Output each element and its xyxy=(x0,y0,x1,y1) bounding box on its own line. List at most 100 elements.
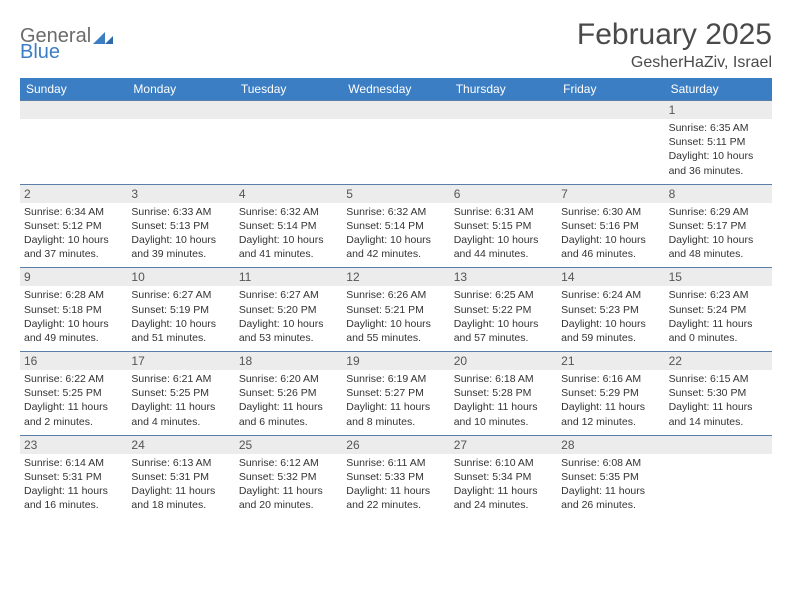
dow-label: Wednesday xyxy=(342,78,449,100)
day-number-cell xyxy=(20,100,127,119)
logo: General Blue xyxy=(20,26,115,62)
daylight-line: Daylight: 11 hours and 16 minutes. xyxy=(24,484,123,512)
day-number-cell: 28 xyxy=(557,435,664,454)
sunset-line: Sunset: 5:20 PM xyxy=(239,303,338,317)
daylight-line: Daylight: 11 hours and 0 minutes. xyxy=(669,317,768,345)
daylight-line: Daylight: 10 hours and 42 minutes. xyxy=(346,233,445,261)
sunrise-line: Sunrise: 6:29 AM xyxy=(669,205,768,219)
week-daynum-row: 16171819202122 xyxy=(20,351,772,370)
day-data-cell: Sunrise: 6:27 AMSunset: 5:19 PMDaylight:… xyxy=(127,286,234,351)
day-data-cell: Sunrise: 6:18 AMSunset: 5:28 PMDaylight:… xyxy=(450,370,557,435)
daylight-line: Daylight: 10 hours and 41 minutes. xyxy=(239,233,338,261)
sunrise-line: Sunrise: 6:11 AM xyxy=(346,456,445,470)
header: General Blue February 2025 GesherHaZiv, … xyxy=(20,18,772,72)
sunrise-line: Sunrise: 6:34 AM xyxy=(24,205,123,219)
day-number-cell: 10 xyxy=(127,267,234,286)
day-number-cell: 26 xyxy=(342,435,449,454)
day-number-cell: 8 xyxy=(665,184,772,203)
sunset-line: Sunset: 5:31 PM xyxy=(24,470,123,484)
week-data-row: Sunrise: 6:22 AMSunset: 5:25 PMDaylight:… xyxy=(20,370,772,435)
day-data-cell: Sunrise: 6:24 AMSunset: 5:23 PMDaylight:… xyxy=(557,286,664,351)
day-number-cell: 15 xyxy=(665,267,772,286)
day-number-cell: 22 xyxy=(665,351,772,370)
sunset-line: Sunset: 5:29 PM xyxy=(561,386,660,400)
daylight-line: Daylight: 11 hours and 4 minutes. xyxy=(131,400,230,428)
daylight-line: Daylight: 10 hours and 49 minutes. xyxy=(24,317,123,345)
sunset-line: Sunset: 5:22 PM xyxy=(454,303,553,317)
day-number-cell: 2 xyxy=(20,184,127,203)
sunset-line: Sunset: 5:26 PM xyxy=(239,386,338,400)
day-number-cell: 20 xyxy=(450,351,557,370)
sunrise-line: Sunrise: 6:30 AM xyxy=(561,205,660,219)
day-data-cell: Sunrise: 6:22 AMSunset: 5:25 PMDaylight:… xyxy=(20,370,127,435)
day-data-cell: Sunrise: 6:25 AMSunset: 5:22 PMDaylight:… xyxy=(450,286,557,351)
day-data-cell xyxy=(450,119,557,184)
sunrise-line: Sunrise: 6:27 AM xyxy=(131,288,230,302)
day-data-cell: Sunrise: 6:32 AMSunset: 5:14 PMDaylight:… xyxy=(235,203,342,268)
daylight-line: Daylight: 11 hours and 20 minutes. xyxy=(239,484,338,512)
day-number-cell: 23 xyxy=(20,435,127,454)
daylight-line: Daylight: 11 hours and 24 minutes. xyxy=(454,484,553,512)
day-data-cell: Sunrise: 6:26 AMSunset: 5:21 PMDaylight:… xyxy=(342,286,449,351)
sunrise-line: Sunrise: 6:22 AM xyxy=(24,372,123,386)
week-daynum-row: 232425262728 xyxy=(20,435,772,454)
sunrise-line: Sunrise: 6:21 AM xyxy=(131,372,230,386)
day-number-cell xyxy=(342,100,449,119)
day-data-cell: Sunrise: 6:23 AMSunset: 5:24 PMDaylight:… xyxy=(665,286,772,351)
day-data-cell: Sunrise: 6:28 AMSunset: 5:18 PMDaylight:… xyxy=(20,286,127,351)
sunset-line: Sunset: 5:25 PM xyxy=(131,386,230,400)
sunrise-line: Sunrise: 6:25 AM xyxy=(454,288,553,302)
month-title: February 2025 xyxy=(577,18,772,52)
sunrise-line: Sunrise: 6:35 AM xyxy=(669,121,768,135)
day-number-cell xyxy=(235,100,342,119)
daylight-line: Daylight: 11 hours and 6 minutes. xyxy=(239,400,338,428)
day-data-cell: Sunrise: 6:29 AMSunset: 5:17 PMDaylight:… xyxy=(665,203,772,268)
sunset-line: Sunset: 5:14 PM xyxy=(346,219,445,233)
day-data-cell: Sunrise: 6:21 AMSunset: 5:25 PMDaylight:… xyxy=(127,370,234,435)
sunrise-line: Sunrise: 6:31 AM xyxy=(454,205,553,219)
sunset-line: Sunset: 5:23 PM xyxy=(561,303,660,317)
day-of-week-header: SundayMondayTuesdayWednesdayThursdayFrid… xyxy=(20,78,772,100)
daylight-line: Daylight: 10 hours and 51 minutes. xyxy=(131,317,230,345)
day-data-cell: Sunrise: 6:30 AMSunset: 5:16 PMDaylight:… xyxy=(557,203,664,268)
day-data-cell: Sunrise: 6:08 AMSunset: 5:35 PMDaylight:… xyxy=(557,454,664,519)
dow-label: Friday xyxy=(557,78,664,100)
daylight-line: Daylight: 10 hours and 53 minutes. xyxy=(239,317,338,345)
day-number-cell xyxy=(127,100,234,119)
calendar-body: 1Sunrise: 6:35 AMSunset: 5:11 PMDaylight… xyxy=(20,100,772,518)
day-number-cell: 24 xyxy=(127,435,234,454)
daylight-line: Daylight: 10 hours and 59 minutes. xyxy=(561,317,660,345)
day-number-cell: 14 xyxy=(557,267,664,286)
daylight-line: Daylight: 11 hours and 2 minutes. xyxy=(24,400,123,428)
week-daynum-row: 1 xyxy=(20,100,772,119)
sunrise-line: Sunrise: 6:18 AM xyxy=(454,372,553,386)
day-data-cell: Sunrise: 6:12 AMSunset: 5:32 PMDaylight:… xyxy=(235,454,342,519)
day-data-cell: Sunrise: 6:14 AMSunset: 5:31 PMDaylight:… xyxy=(20,454,127,519)
daylight-line: Daylight: 10 hours and 39 minutes. xyxy=(131,233,230,261)
week-data-row: Sunrise: 6:35 AMSunset: 5:11 PMDaylight:… xyxy=(20,119,772,184)
sunset-line: Sunset: 5:12 PM xyxy=(24,219,123,233)
sunrise-line: Sunrise: 6:12 AM xyxy=(239,456,338,470)
sunset-line: Sunset: 5:16 PM xyxy=(561,219,660,233)
day-data-cell: Sunrise: 6:10 AMSunset: 5:34 PMDaylight:… xyxy=(450,454,557,519)
daylight-line: Daylight: 10 hours and 37 minutes. xyxy=(24,233,123,261)
day-data-cell: Sunrise: 6:31 AMSunset: 5:15 PMDaylight:… xyxy=(450,203,557,268)
day-data-cell: Sunrise: 6:19 AMSunset: 5:27 PMDaylight:… xyxy=(342,370,449,435)
sunrise-line: Sunrise: 6:32 AM xyxy=(346,205,445,219)
daylight-line: Daylight: 11 hours and 14 minutes. xyxy=(669,400,768,428)
day-data-cell xyxy=(557,119,664,184)
day-number-cell: 4 xyxy=(235,184,342,203)
sunrise-line: Sunrise: 6:27 AM xyxy=(239,288,338,302)
day-data-cell xyxy=(20,119,127,184)
day-data-cell: Sunrise: 6:34 AMSunset: 5:12 PMDaylight:… xyxy=(20,203,127,268)
sunset-line: Sunset: 5:15 PM xyxy=(454,219,553,233)
daylight-line: Daylight: 10 hours and 55 minutes. xyxy=(346,317,445,345)
day-number-cell: 19 xyxy=(342,351,449,370)
sunset-line: Sunset: 5:28 PM xyxy=(454,386,553,400)
day-number-cell xyxy=(557,100,664,119)
day-number-cell: 6 xyxy=(450,184,557,203)
sunrise-line: Sunrise: 6:08 AM xyxy=(561,456,660,470)
day-number-cell: 21 xyxy=(557,351,664,370)
day-data-cell: Sunrise: 6:11 AMSunset: 5:33 PMDaylight:… xyxy=(342,454,449,519)
daylight-line: Daylight: 11 hours and 10 minutes. xyxy=(454,400,553,428)
